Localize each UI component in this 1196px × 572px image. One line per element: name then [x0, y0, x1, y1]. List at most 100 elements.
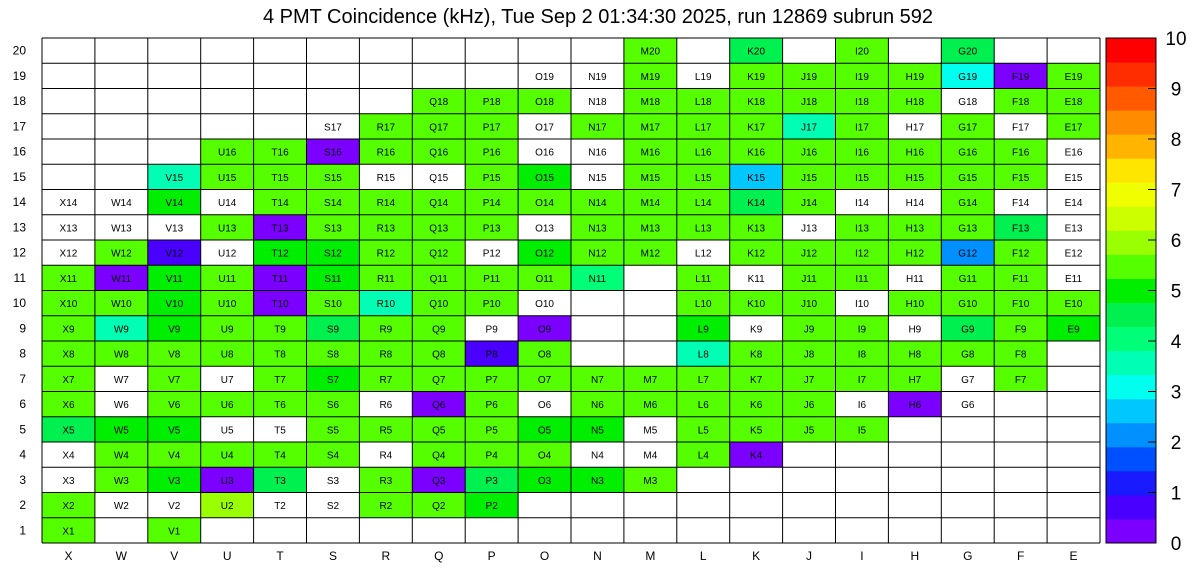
- heatmap-cell: [200, 492, 254, 518]
- cell-label: H7: [908, 375, 921, 386]
- heatmap-cell: [359, 467, 413, 493]
- heatmap-cell: [412, 416, 466, 442]
- heatmap-cell: [1047, 164, 1100, 190]
- heatmap-cell: [518, 240, 571, 266]
- heatmap-cell: [835, 315, 889, 341]
- heatmap-cell: [729, 139, 783, 165]
- cell-label: G18: [958, 97, 977, 108]
- cell-label: T14: [271, 198, 289, 209]
- heatmap-cell: [1047, 214, 1100, 240]
- cell-label: S2: [327, 501, 340, 512]
- heatmap-cell: [782, 164, 836, 190]
- y-tick-label: 16: [13, 145, 27, 159]
- cell-label: P3: [486, 476, 499, 487]
- heatmap-cell: [888, 113, 942, 139]
- heatmap-cell: [941, 139, 995, 165]
- x-tick-label: Q: [434, 549, 443, 563]
- heatmap-cell: [306, 442, 360, 468]
- cell-label: H16: [906, 148, 925, 159]
- heatmap-cell: [676, 442, 730, 468]
- heatmap-cell: [200, 467, 254, 493]
- y-tick-label: 13: [13, 220, 27, 234]
- heatmap-cell: [147, 492, 201, 518]
- cell-label: E10: [1065, 299, 1083, 310]
- heatmap-cell: [359, 315, 413, 341]
- cell-label: J8: [804, 350, 815, 361]
- x-tick-label: I: [860, 549, 863, 563]
- cell-label: W12: [111, 249, 132, 260]
- heatmap-cell: [782, 391, 836, 417]
- y-tick-label: 8: [19, 347, 26, 361]
- cell-label: K11: [748, 274, 765, 285]
- cell-label: S4: [327, 451, 340, 462]
- cell-label: F19: [1012, 72, 1030, 83]
- chart-title: 4 PMT Coincidence (kHz), Tue Sep 2 01:34…: [262, 6, 934, 28]
- heatmap-cell: [306, 492, 360, 518]
- cell-label: M4: [643, 451, 657, 462]
- heatmap-cell: [676, 416, 730, 442]
- heatmap-cell: [941, 63, 995, 89]
- cell-label: G12: [958, 249, 977, 260]
- color-bar-label: 0: [1171, 534, 1182, 555]
- cell-label: I8: [858, 350, 867, 361]
- heatmap-cell: [676, 366, 730, 392]
- cell-label: V2: [168, 501, 181, 512]
- heatmap-cell: [412, 290, 466, 316]
- y-tick-label: 2: [19, 498, 26, 512]
- heatmap-cell: [518, 315, 571, 341]
- heatmap-cell: [994, 315, 1048, 341]
- cell-label: O13: [535, 223, 554, 234]
- heatmap-cell: [147, 391, 201, 417]
- heatmap-cell: [782, 113, 836, 139]
- heatmap-cell: [729, 391, 783, 417]
- heatmap-cell: [835, 113, 889, 139]
- cell-label: Q15: [429, 173, 448, 184]
- y-tick-label: 12: [13, 246, 27, 260]
- heatmap-cell: [42, 214, 95, 240]
- cell-label: O6: [538, 400, 552, 411]
- color-bar-label: 6: [1171, 231, 1182, 252]
- cell-label: T7: [274, 375, 286, 386]
- cell-label: F11: [1012, 274, 1029, 285]
- cell-label: G17: [958, 122, 977, 133]
- color-bar: 0 1 2 3 4 5 6 7 8 9 10: [1105, 29, 1187, 555]
- cell-label: V12: [165, 249, 183, 260]
- cell-label: H8: [908, 350, 921, 361]
- heatmap-cell: [42, 467, 95, 493]
- heatmap-cell: [888, 189, 942, 215]
- cell-label: N4: [591, 451, 604, 462]
- heatmap-cells: X1 V1 X2 W2 V2 U2 T2 S2 R2 Q2 P2 X3 W3 V3 U3 T3 S3 R3 Q3 P3…: [42, 38, 1100, 543]
- heatmap-cell: [253, 240, 307, 266]
- cell-label: Q14: [429, 198, 448, 209]
- heatmap-cell: [518, 63, 571, 89]
- heatmap-cell: [412, 442, 466, 468]
- y-tick-label: 20: [13, 44, 27, 58]
- heatmap-cell: [571, 391, 624, 417]
- color-bar-segment: [1106, 110, 1156, 135]
- cell-label: R8: [379, 350, 392, 361]
- cell-label: N5: [591, 425, 604, 436]
- cell-label: N3: [591, 476, 604, 487]
- cell-label: N15: [588, 173, 607, 184]
- heatmap-cell: [200, 341, 254, 367]
- heatmap-cell: [465, 139, 519, 165]
- heatmap-cell: [729, 63, 783, 89]
- cell-label: K14: [747, 198, 765, 209]
- heatmap-cell: [729, 214, 783, 240]
- cell-label: Q6: [432, 400, 446, 411]
- cell-label: S5: [327, 425, 340, 436]
- heatmap-cell: [571, 189, 624, 215]
- cell-label: V5: [168, 425, 181, 436]
- heatmap-cell: [94, 240, 148, 266]
- heatmap-cell: [412, 240, 466, 266]
- heatmap-cell: [465, 442, 519, 468]
- cell-label: L17: [695, 122, 712, 133]
- cell-label: G10: [958, 299, 977, 310]
- cell-label: O16: [535, 148, 554, 159]
- cell-label: E18: [1065, 97, 1083, 108]
- heatmap-cell: [412, 214, 466, 240]
- cell-label: W14: [111, 198, 132, 209]
- color-bar-label: 3: [1171, 383, 1182, 404]
- cell-label: O10: [535, 299, 554, 310]
- cell-label: Q17: [429, 122, 448, 133]
